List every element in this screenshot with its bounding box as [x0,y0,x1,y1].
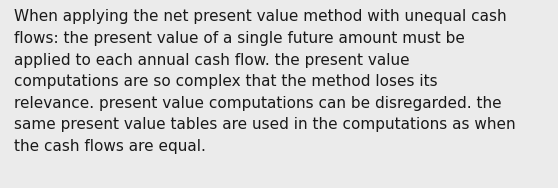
Text: When applying the net present value method with unequal cash
flows: the present : When applying the net present value meth… [14,9,516,154]
